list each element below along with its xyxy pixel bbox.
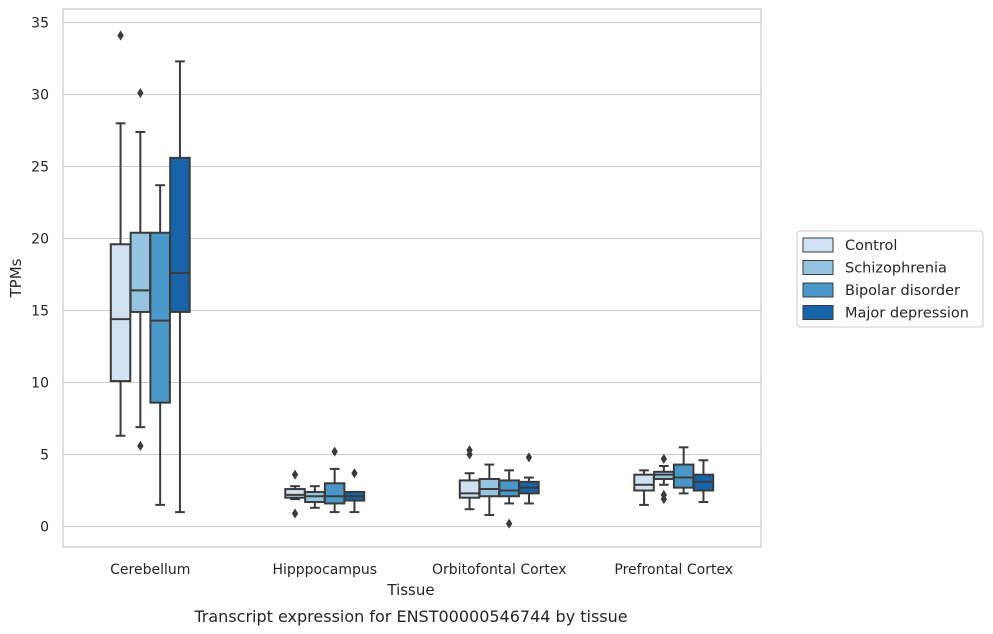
box-body xyxy=(633,473,655,492)
box-body xyxy=(498,479,520,498)
box xyxy=(109,30,132,437)
y-tick-labels: 0 5 10 15 20 25 30 35 xyxy=(31,16,49,536)
box xyxy=(478,463,501,516)
y-tick-label: 15 xyxy=(31,304,49,320)
y-tick-label: 30 xyxy=(31,88,49,104)
outlier-point xyxy=(137,440,144,451)
y-tick-label: 25 xyxy=(31,160,49,176)
outlier-point xyxy=(466,449,473,460)
legend-label: Major depression xyxy=(845,306,969,322)
box xyxy=(149,184,171,506)
x-axis-label: Tissue xyxy=(386,581,434,599)
box-body xyxy=(109,243,132,383)
chart-caption: Transcript expression for ENST0000054674… xyxy=(193,607,627,626)
x-tick-label: Prefrontal Cortex xyxy=(614,562,733,578)
box xyxy=(518,452,540,505)
box xyxy=(498,469,520,529)
box-body xyxy=(169,156,191,313)
y-tick-label: 5 xyxy=(40,448,49,464)
outlier-point xyxy=(351,468,358,479)
box xyxy=(343,468,366,514)
series-bipolar-disorder xyxy=(149,184,695,529)
legend-label: Schizophrenia xyxy=(845,261,947,277)
series-control xyxy=(109,30,655,519)
x-tick-labels: Cerebellum Hipppocampus Orbitofontal Corte… xyxy=(110,562,733,578)
box-series xyxy=(109,30,715,529)
series-major-depression xyxy=(169,60,715,514)
outlier-point xyxy=(117,30,124,41)
box xyxy=(169,60,191,514)
legend-swatch xyxy=(802,260,834,275)
legend-items: Control Schizophrenia Bipolar disorder Majo… xyxy=(802,237,969,322)
box xyxy=(458,445,481,511)
outlier-point xyxy=(291,508,299,519)
outlier-point xyxy=(137,88,144,99)
box xyxy=(653,453,675,505)
outlier-point xyxy=(660,494,668,505)
x-tick-label: Hipppocampus xyxy=(272,562,377,578)
x-tick-label: Cerebellum xyxy=(110,562,190,578)
box-body xyxy=(458,479,481,499)
plot-frame xyxy=(62,8,762,548)
legend: Control Schizophrenia Bipolar disorder Majo… xyxy=(796,230,984,328)
outlier-point xyxy=(331,446,338,457)
box-body xyxy=(284,488,306,499)
series-schizophrenia xyxy=(129,88,675,516)
y-tick-label: 0 xyxy=(40,520,49,536)
outlier-point xyxy=(525,452,533,463)
box-body xyxy=(478,477,501,498)
outlier-point xyxy=(660,453,668,464)
outlier-point xyxy=(505,518,513,529)
y-tick-label: 20 xyxy=(31,232,49,248)
legend-swatch xyxy=(802,237,834,253)
box-body xyxy=(672,463,695,489)
legend-swatch xyxy=(802,305,834,320)
y-tick-label: 35 xyxy=(31,16,49,32)
box xyxy=(633,469,655,506)
box-body xyxy=(323,482,346,505)
y-axis-label: TPMs xyxy=(7,258,25,298)
y-tick-label: 10 xyxy=(31,376,49,392)
box-body xyxy=(129,231,152,313)
box xyxy=(692,459,715,504)
outlier-point xyxy=(291,469,299,480)
box-body xyxy=(149,231,171,404)
legend-label: Control xyxy=(845,238,897,254)
legend-swatch xyxy=(802,282,834,298)
legend-frame xyxy=(796,230,984,328)
x-tick-label: Orbitofontal Cortex xyxy=(432,562,567,578)
legend-label: Bipolar disorder xyxy=(845,283,960,299)
